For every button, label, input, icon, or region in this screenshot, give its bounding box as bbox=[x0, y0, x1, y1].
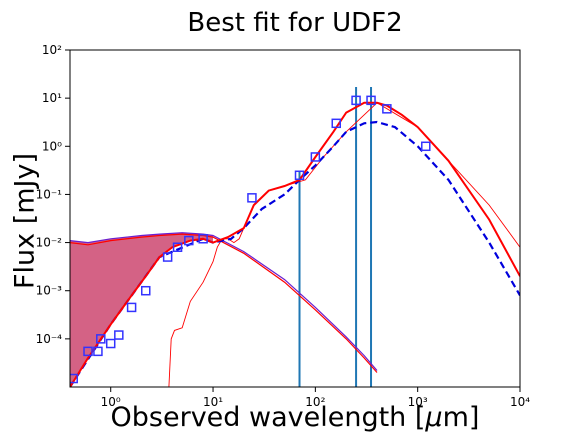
data-point bbox=[310, 152, 321, 162]
y-tick-label: 10² bbox=[42, 43, 62, 57]
best-fit-line bbox=[70, 101, 520, 387]
data-point bbox=[70, 373, 78, 384]
data-point bbox=[141, 285, 151, 296]
dust-emission-line bbox=[168, 102, 520, 387]
dashed-model-line bbox=[70, 120, 520, 387]
attenuated-fill bbox=[70, 232, 213, 387]
y-tick-label: 10⁻⁴ bbox=[36, 332, 63, 346]
data-point bbox=[172, 242, 183, 252]
x-tick-label: 10¹ bbox=[203, 395, 223, 409]
x-axis-label: Observed wavelength [μm] bbox=[110, 402, 480, 433]
chart-title: Best fit for UDF2 bbox=[187, 8, 403, 38]
data-point bbox=[162, 252, 173, 262]
data-point bbox=[114, 330, 124, 340]
y-tick-label: 10⁻³ bbox=[36, 284, 63, 298]
x-tick-label: 10³ bbox=[408, 395, 428, 409]
data-point bbox=[93, 346, 103, 357]
x-tick-label: 10² bbox=[305, 395, 325, 409]
data-point bbox=[83, 346, 93, 357]
plot-area bbox=[70, 87, 520, 387]
data-point bbox=[126, 302, 137, 313]
data-point bbox=[198, 234, 208, 244]
y-tick-label: 10⁰ bbox=[42, 139, 62, 153]
data-point bbox=[184, 235, 194, 246]
x-tick-label: 10⁴ bbox=[510, 395, 530, 409]
y-tick-label: 10⁻¹ bbox=[36, 187, 63, 201]
data-point bbox=[294, 170, 305, 181]
x-tick-label: 10⁰ bbox=[101, 395, 121, 409]
data-point bbox=[247, 193, 257, 203]
y-tick-label: 10¹ bbox=[42, 91, 62, 105]
stellar-red-line bbox=[70, 233, 378, 373]
y-tick-label: 10⁻² bbox=[36, 236, 63, 250]
data-point bbox=[421, 141, 431, 152]
plot-frame bbox=[69, 49, 521, 388]
data-point bbox=[351, 95, 361, 106]
stellar-purple-line bbox=[70, 232, 378, 371]
y-axis-label: Flux [mJy] bbox=[9, 152, 41, 290]
data-point bbox=[331, 118, 341, 129]
data-point bbox=[96, 334, 106, 344]
data-point bbox=[366, 95, 376, 106]
data-point bbox=[105, 338, 116, 349]
data-point bbox=[382, 104, 392, 114]
